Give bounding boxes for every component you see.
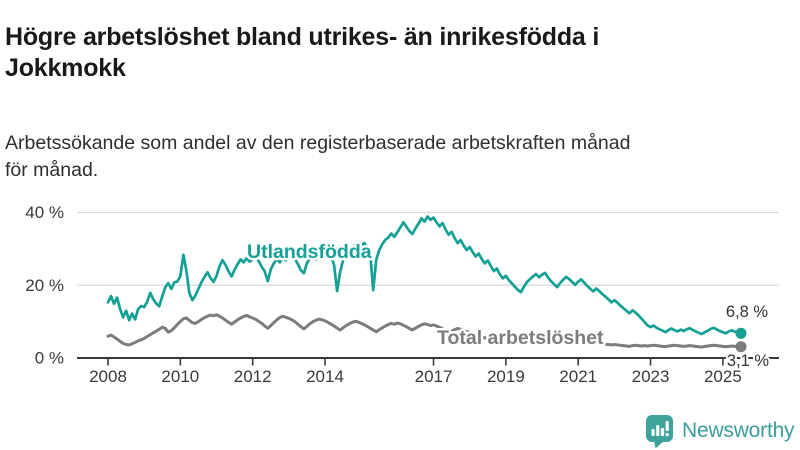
series-label-total-arbetsloshet: Total arbetslöshet <box>437 327 604 349</box>
page-subtitle: Arbetssökande som andel av den registerb… <box>5 130 695 184</box>
unemployment-line-chart: 0 % 20 % 40 % 2008 2010 2012 2014 2017 2019 2021 2… <box>25 203 779 386</box>
x-tick-label-2012: 2012 <box>234 367 272 386</box>
series-end-dot-utlandsfodda <box>735 327 747 339</box>
newsworthy-logo-icon <box>646 415 673 449</box>
y-tick-label-20: 20 % <box>25 276 64 295</box>
newsworthy-logo-text: Newsworthy <box>682 419 795 442</box>
x-tick-label-2025: 2025 <box>704 367 742 386</box>
series-end-dot-total-arbetsloshet <box>735 341 747 353</box>
x-tick-label-2023: 2023 <box>632 367 670 386</box>
page-subtitle-line-1: Arbetssökande som andel av den registerb… <box>5 131 631 154</box>
x-tick-label-2008: 2008 <box>89 367 127 386</box>
page-title: Högre arbetslöshet bland utrikes- än inr… <box>5 22 710 84</box>
x-tick-label-2014: 2014 <box>306 367 344 386</box>
end-value-label-total: 3,1 % <box>727 352 770 370</box>
x-tick-label-2017: 2017 <box>415 367 453 386</box>
series-line-utlandsfodda <box>106 215 743 336</box>
y-tick-label-40: 40 % <box>25 203 64 222</box>
series-label-utlandsfodda: Utlandsfödda <box>247 241 372 263</box>
x-tick-label-2010: 2010 <box>161 367 199 386</box>
x-tick-label-2021: 2021 <box>559 367 597 386</box>
newsworthy-logo: Newsworthy <box>645 413 795 449</box>
page-title-line-1: Högre arbetslöshet bland utrikes- än inr… <box>5 22 600 51</box>
end-value-label-utlandsfodda: 6,8 % <box>726 303 769 321</box>
page-title-line-2: Jokkmokk <box>5 53 126 82</box>
x-tick-label-2019: 2019 <box>487 367 525 386</box>
series-line-total-arbetsloshet <box>106 313 743 349</box>
page-subtitle-line-2: för månad. <box>5 158 99 181</box>
plot-area: 0 % 20 % 40 % 2008 2010 2012 2014 2017 2019 2021 2… <box>25 203 779 386</box>
y-tick-label-0: 0 % <box>35 349 64 368</box>
